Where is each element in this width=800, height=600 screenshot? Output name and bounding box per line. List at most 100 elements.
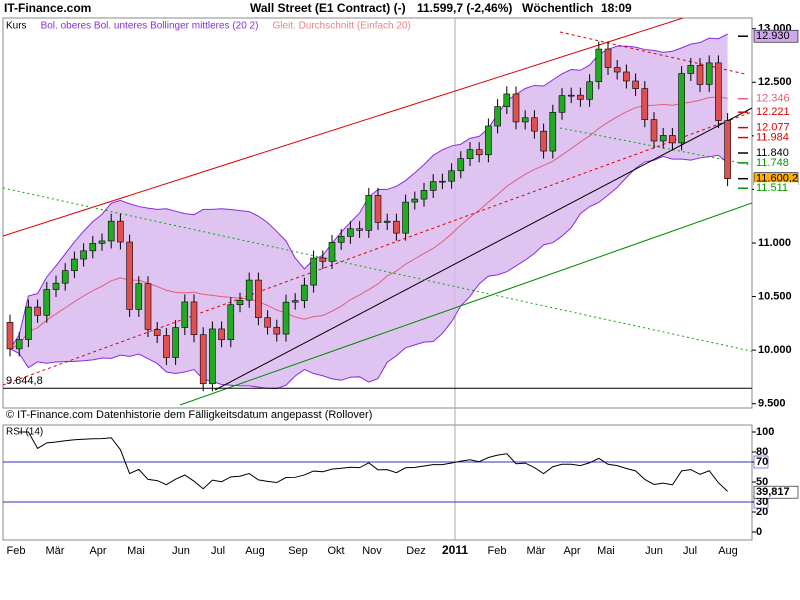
candle-body: [503, 93, 511, 107]
candle-body: [466, 149, 474, 159]
rsi-tick-label: 50: [756, 476, 768, 488]
candle-body: [347, 228, 354, 237]
candle-body: [15, 339, 23, 350]
price-label-box: [754, 106, 798, 119]
candle-body: [420, 190, 428, 200]
trend-line: [179, 202, 752, 406]
candle-body: [310, 257, 317, 286]
time: 18:09: [601, 1, 632, 15]
x-tick-label: Nov: [362, 545, 382, 557]
x-tick-label: Mär: [527, 545, 546, 557]
candle-body: [236, 299, 244, 306]
price-label: 11.511: [756, 182, 788, 194]
price-label: 11.748: [756, 157, 789, 169]
candle-body: [356, 228, 363, 231]
period: Wöchentlich: [522, 1, 593, 15]
candle-body: [107, 220, 115, 242]
candle-body: [494, 106, 501, 127]
candle-body: [6, 321, 14, 350]
candle-body: [641, 88, 649, 120]
candle-body: [43, 289, 51, 316]
candle-body: [567, 94, 575, 97]
candle-body: [52, 282, 60, 290]
x-tick-label: Apr: [89, 545, 106, 557]
candle-body: [402, 201, 409, 234]
price-label-box: [754, 121, 798, 134]
candle-body: [669, 135, 676, 144]
candle-body: [531, 117, 538, 132]
candle-body: [485, 125, 492, 156]
candle-body: [650, 119, 658, 142]
candle-body: [715, 62, 722, 121]
rsi-last-box: [753, 485, 799, 499]
x-tick-label: Apr: [563, 545, 580, 557]
candle-body: [282, 301, 290, 335]
candle-body: [678, 73, 685, 144]
legend-entry: Gleit. Durchschnitt (Einfach 20): [272, 21, 410, 32]
price-label-box: [753, 29, 799, 43]
x-tick-label: Aug: [718, 545, 738, 557]
candle-body: [365, 195, 373, 231]
x-tick-label: Jun: [645, 545, 663, 557]
candle-body: [209, 328, 216, 385]
candle-body: [429, 181, 437, 191]
candle-body: [549, 111, 557, 152]
y-tick-label: 10.000: [758, 344, 792, 356]
rsi-tick-label: 20: [756, 506, 768, 518]
price-label: 11.840: [756, 147, 789, 159]
candle-body: [632, 80, 639, 89]
rsi-level-box: [753, 455, 769, 469]
price-label: 12.346: [756, 93, 790, 105]
price-label: 11.984: [756, 131, 789, 143]
x-tick-label: Dez: [406, 545, 426, 557]
candle-body: [705, 62, 713, 85]
candle-body: [659, 135, 667, 142]
candle-body: [98, 240, 106, 244]
x-tick-label: Mai: [127, 545, 145, 557]
candle-body: [512, 93, 520, 123]
candle-body: [604, 48, 612, 68]
chart-title: Wall Street (E1 Contract) (-): [250, 1, 406, 15]
rsi-tick-label: 100: [756, 426, 774, 438]
candle-body: [558, 95, 566, 113]
candle-body: [301, 284, 308, 301]
candle-body: [190, 301, 198, 336]
candle-body: [319, 257, 327, 262]
main-plot: [3, 18, 752, 406]
candle-body: [586, 81, 593, 100]
candle-body: [61, 270, 69, 284]
candle-body: [696, 65, 704, 85]
trend-line: [3, 111, 752, 386]
price-label-box: [754, 92, 798, 105]
candle-body: [80, 250, 87, 260]
candle-body: [89, 243, 97, 252]
candle-body: [144, 283, 152, 330]
candle-body: [540, 130, 547, 152]
candle-body: [181, 301, 189, 328]
legend-entry: Bol. oberes Bol. unteres Bollinger mittl…: [41, 21, 259, 32]
x-tick-label: Aug: [245, 545, 265, 557]
x-tick-label: Feb: [7, 545, 26, 557]
candle-body: [163, 335, 170, 358]
candle-body: [245, 279, 253, 301]
candle-body: [374, 195, 382, 223]
price-label: 12.077: [756, 122, 790, 134]
y-tick-label: 12.500: [758, 76, 792, 88]
candle-body: [34, 306, 41, 316]
trend-line: [3, 187, 752, 352]
candle-body: [227, 304, 235, 341]
price-label: 11.600,2: [756, 173, 798, 185]
price-label-box: [754, 131, 798, 144]
price-label-box: [754, 147, 798, 159]
rsi-tick-label: 70: [756, 456, 768, 468]
low-label: 9.644,8: [6, 375, 43, 387]
rsi-line: [19, 431, 728, 492]
x-tick-label: Jul: [211, 545, 225, 557]
x-tick-label: Sep: [288, 545, 308, 557]
y-tick-label: 10.500: [758, 290, 792, 302]
rsi-last-label: 39,817: [756, 486, 790, 498]
candle-body: [577, 94, 584, 100]
price-label-box: [754, 156, 798, 169]
candle-body: [595, 48, 603, 83]
